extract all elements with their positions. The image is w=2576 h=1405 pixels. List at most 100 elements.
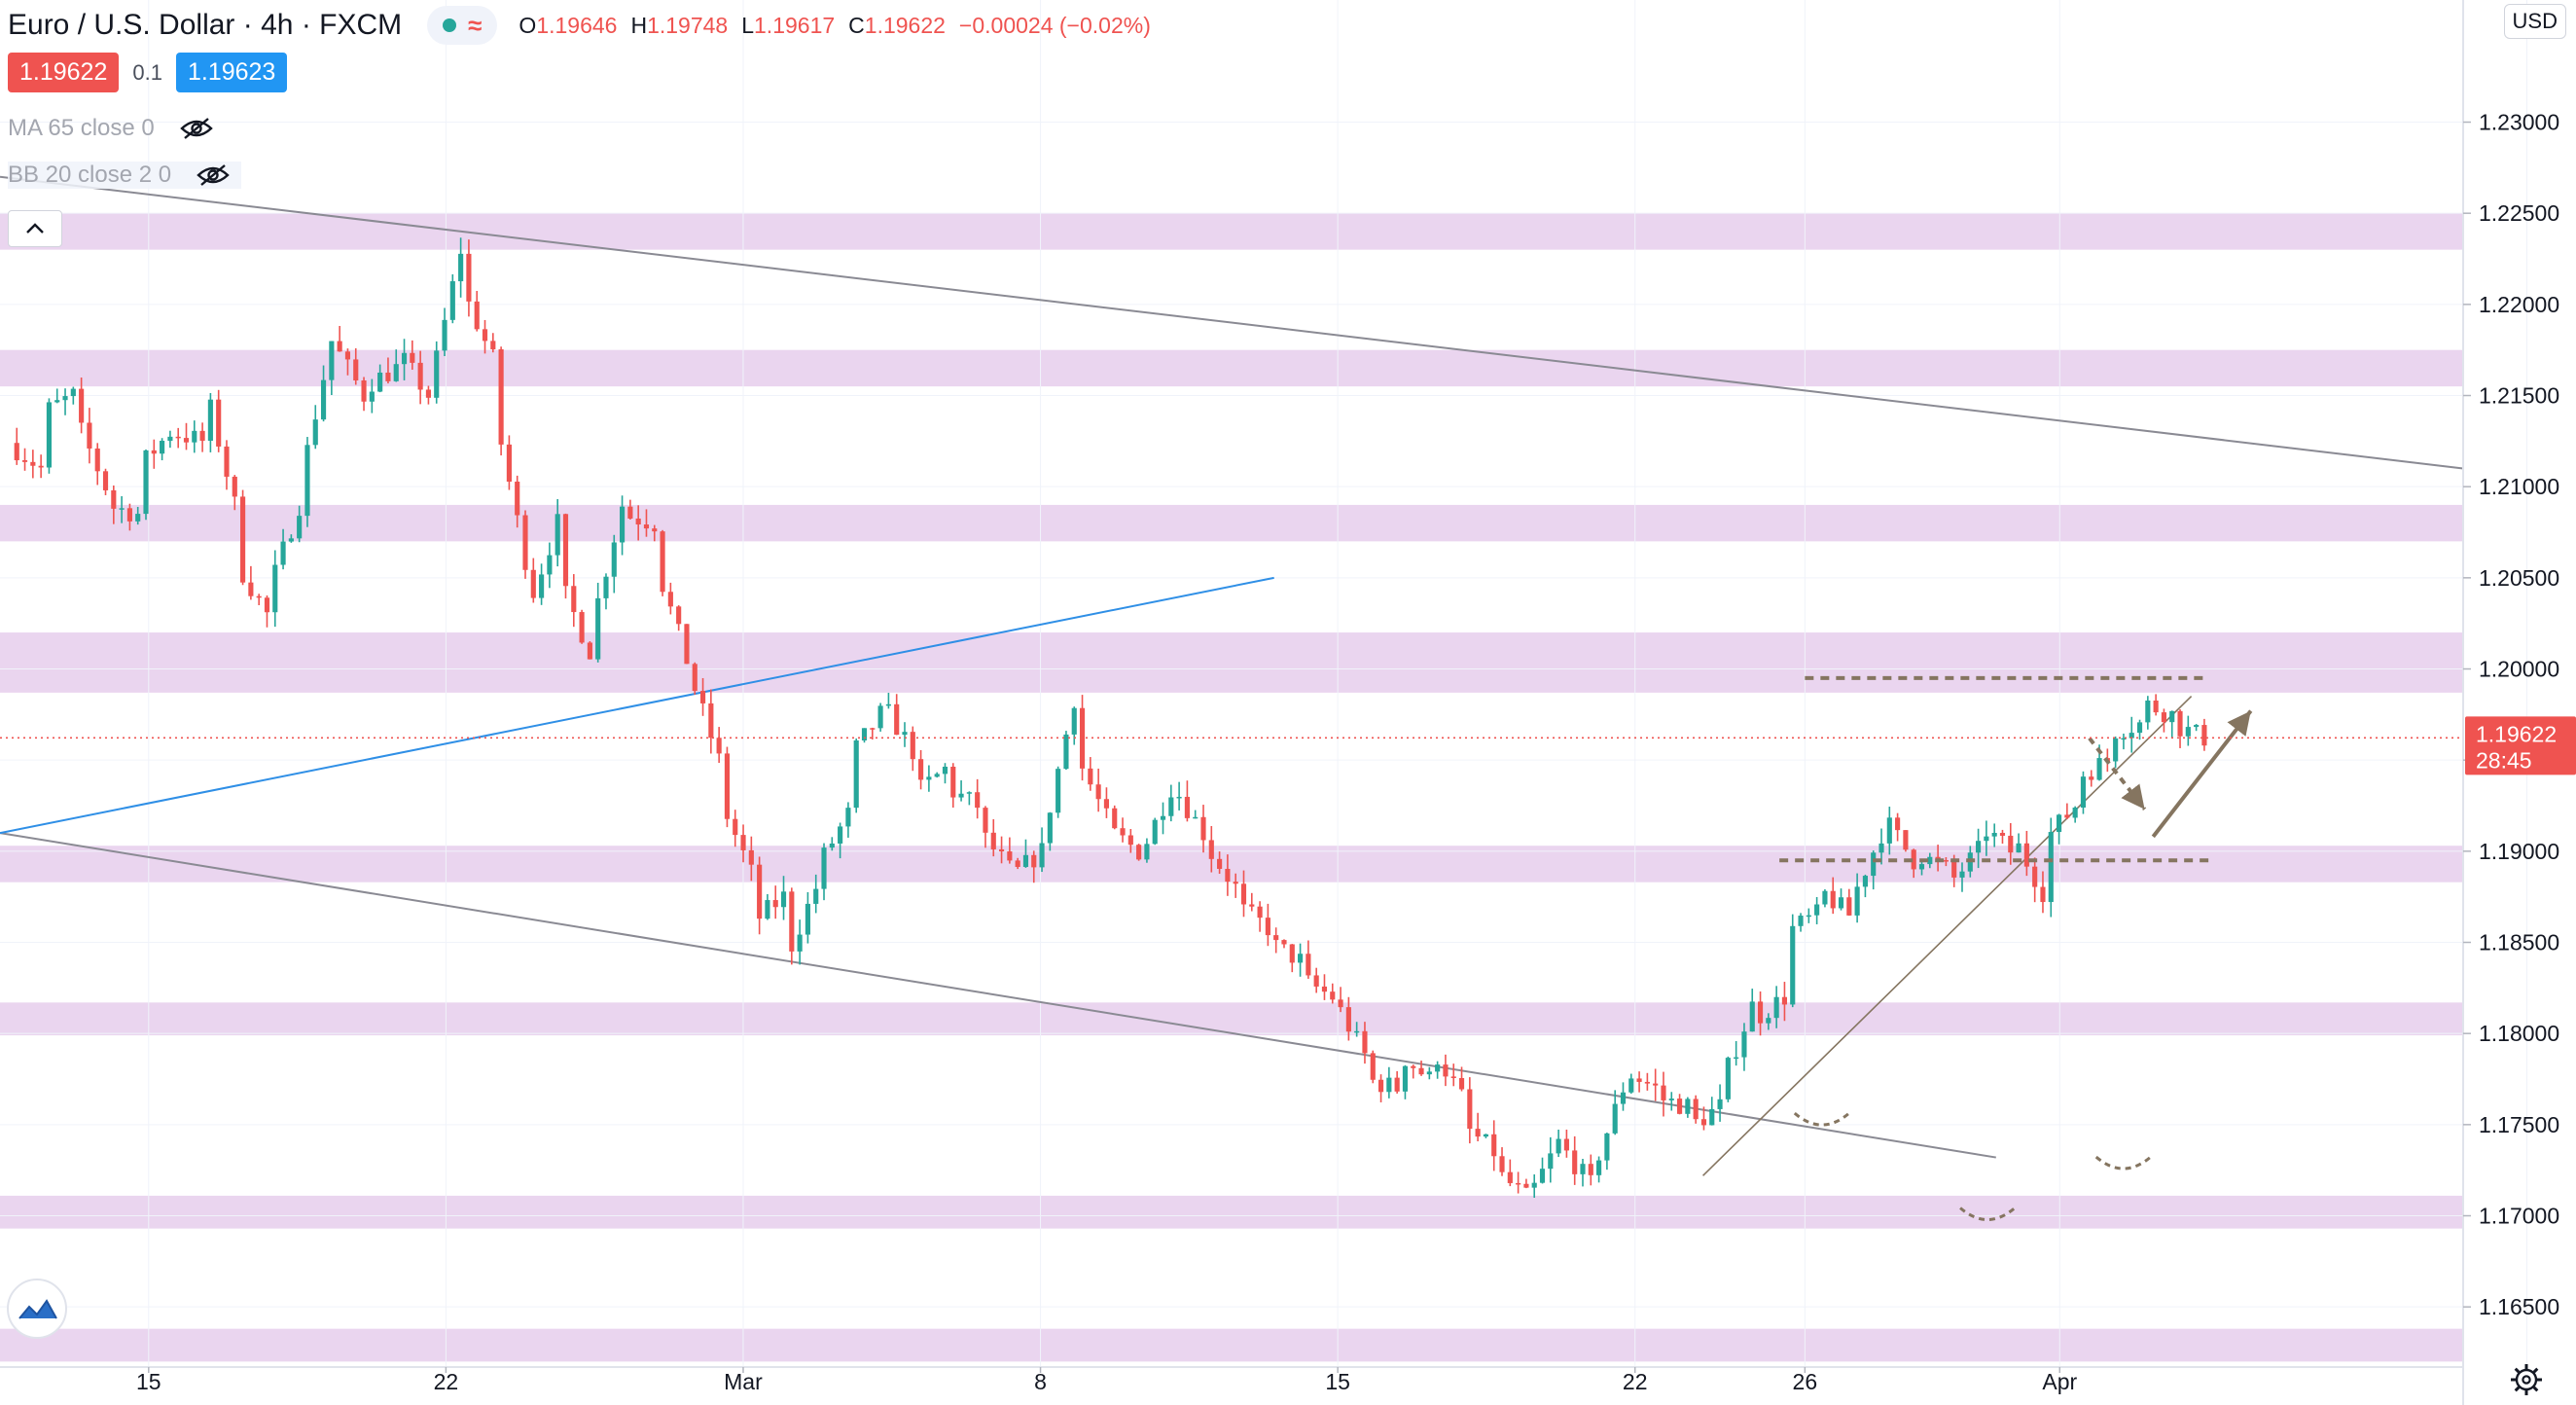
candle-down (353, 347, 359, 385)
candle-down (894, 694, 900, 736)
collapse-legend-button[interactable] (8, 210, 62, 247)
candle-down (1757, 991, 1764, 1036)
candle-body (990, 832, 996, 849)
candle-down (1572, 1135, 1578, 1185)
candle-body (845, 808, 851, 827)
candle-body (1798, 916, 1804, 926)
candle-down (1031, 850, 1037, 883)
candle-body (1136, 845, 1142, 860)
candle-down (2089, 770, 2094, 787)
sell-button[interactable]: 1.19622 (8, 53, 120, 92)
hidden-eye-icon[interactable] (197, 163, 230, 187)
candle-body (1951, 861, 1957, 878)
interval-label[interactable]: 4h (261, 9, 294, 41)
candle-up (877, 702, 883, 732)
candle-body (248, 582, 254, 596)
candle-down (79, 377, 85, 434)
candle-down (1781, 982, 1788, 1022)
symbol-title[interactable]: Euro / U.S. Dollar · 4h · FXCM (8, 9, 402, 42)
candle-body (1806, 915, 1811, 918)
candle-down (1516, 1171, 1521, 1194)
candle-down (87, 408, 92, 464)
candle-down (1895, 812, 1901, 842)
price-axis[interactable]: 1.23000 1.22500 1.22000 1.21500 1.21000 1.205… (2463, 110, 2559, 1320)
candle-body (1927, 856, 1933, 865)
candle-up (1822, 889, 1828, 908)
candle-up (2016, 833, 2021, 853)
candle-down (1103, 787, 1110, 818)
candle-down (1846, 888, 1852, 917)
candle-body (652, 528, 658, 532)
candle-down (1184, 780, 1190, 822)
market-status-pill[interactable]: ≈ (427, 6, 498, 45)
candle-body (1386, 1077, 1392, 1093)
candle-up (1806, 908, 1811, 923)
candle-up (2129, 716, 2134, 753)
candle-up (1984, 820, 1989, 856)
candle-body (1249, 904, 1255, 907)
candle-down (1273, 927, 1279, 954)
candle-body (950, 767, 956, 798)
candle-down (111, 485, 117, 524)
candle-down (1345, 996, 1351, 1041)
currency-button[interactable]: USD (2503, 4, 2566, 39)
candle-up (442, 307, 447, 356)
time-tick-label: Mar (724, 1369, 763, 1394)
hidden-eye-icon[interactable] (179, 117, 213, 140)
candle-body (1152, 819, 1158, 845)
candle-up (1055, 766, 1061, 818)
candle-body (2113, 738, 2119, 762)
candle-body (2185, 727, 2191, 737)
candle-body (425, 389, 431, 398)
candle-body (1313, 975, 1319, 987)
candle-body (1225, 868, 1231, 883)
candle-body (1781, 996, 1788, 1005)
candle-down (38, 454, 44, 479)
candle-body (667, 592, 673, 607)
candle-body (216, 399, 222, 447)
tradingview-logo[interactable] (7, 1279, 67, 1339)
last-price-value: 1.19622 (2476, 721, 2557, 746)
candle-down (1330, 983, 1336, 1004)
candle-body (1709, 1108, 1715, 1126)
candle-down (1321, 974, 1328, 1000)
candle-up (1063, 731, 1069, 771)
candle-down (740, 824, 746, 863)
indicator-ma[interactable]: MA 65 close 0 (8, 115, 213, 142)
candle-body (805, 903, 810, 935)
buy-button[interactable]: 1.19623 (175, 53, 288, 92)
candle-body (434, 350, 440, 398)
candle-body (1668, 1099, 1674, 1100)
candle-body (87, 422, 92, 449)
candle-down (2064, 803, 2070, 819)
candle-body (724, 753, 731, 819)
candle-down (1233, 873, 1238, 898)
indicator-bb[interactable]: BB 20 close 2 0 (8, 162, 242, 189)
candle-down (983, 806, 988, 848)
candle-down (1377, 1074, 1384, 1102)
settings-gear-icon[interactable] (2511, 1364, 2542, 1395)
candle-body (562, 514, 569, 587)
candle-down (1265, 903, 1270, 947)
time-axis[interactable]: 15 22 Mar 8 15 22 26 Apr (136, 1367, 2078, 1394)
candle-body (1402, 1065, 1409, 1092)
candle-up (272, 550, 278, 628)
candle-down (1563, 1129, 1569, 1158)
candle-body (1031, 854, 1037, 868)
candle-body (870, 728, 876, 730)
candle-body (748, 849, 754, 865)
candle-down (1700, 1106, 1707, 1131)
candle-up (1386, 1066, 1392, 1099)
candle-up (54, 388, 60, 404)
price-tick-label: 1.17500 (2479, 1112, 2559, 1137)
candle-body (385, 372, 391, 381)
candle-body (1071, 707, 1077, 735)
candle-body (2096, 758, 2102, 780)
sr-zone (0, 349, 2463, 387)
candle-up (926, 765, 932, 792)
candle-body (151, 450, 157, 454)
candle-body (1499, 1156, 1505, 1172)
candle-body (539, 574, 545, 598)
candle-down (1088, 757, 1093, 791)
